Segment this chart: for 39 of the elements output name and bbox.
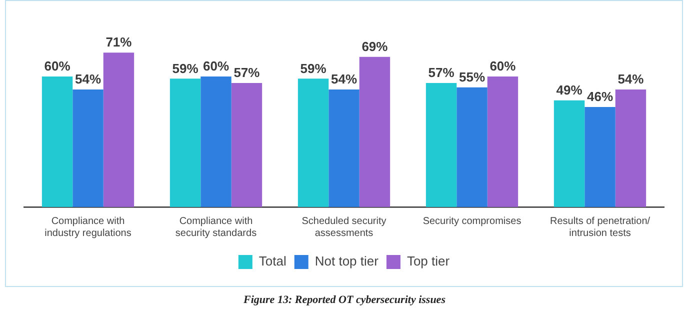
data-label: 54% xyxy=(74,72,102,87)
bar xyxy=(328,90,360,207)
data-label: 59% xyxy=(172,60,199,76)
x-tick-label: Compliance with industry regulations xyxy=(44,216,132,239)
data-label: 60% xyxy=(490,58,516,74)
bar xyxy=(298,78,329,207)
bar xyxy=(42,76,73,207)
data-label: 54% xyxy=(618,72,644,87)
data-label: 46% xyxy=(586,89,614,104)
bar xyxy=(359,56,390,207)
data-label: 69% xyxy=(362,39,388,54)
bar xyxy=(584,106,616,207)
data-label: 57% xyxy=(428,65,455,80)
bar xyxy=(103,52,134,207)
bar xyxy=(487,76,518,207)
data-label: 55% xyxy=(458,69,486,84)
bar xyxy=(200,76,232,207)
bar xyxy=(426,83,457,207)
legend-label: Total xyxy=(258,254,286,269)
x-tick-label: Compliance with security standards xyxy=(175,216,257,239)
data-label: 60% xyxy=(202,58,230,74)
bar xyxy=(170,78,201,207)
data-label: 54% xyxy=(330,72,358,87)
text: Figure 13: Reported OT cybersecurity issues xyxy=(242,294,446,306)
data-label: 57% xyxy=(234,65,260,80)
bar xyxy=(231,83,262,207)
bar xyxy=(72,90,104,207)
legend-label: Top tier xyxy=(406,254,450,269)
bar xyxy=(456,87,488,207)
data-label: 49% xyxy=(556,82,583,98)
x-tick-label: Results of penetration/ intrusion tests xyxy=(550,216,650,239)
bar xyxy=(615,90,646,207)
bar xyxy=(554,100,585,207)
data-label: 59% xyxy=(300,60,327,76)
legend-label: Not top tier xyxy=(314,254,380,269)
x-tick-label: Scheduled security assessments xyxy=(302,216,386,239)
data-label: 60% xyxy=(44,58,71,74)
data-label: 71% xyxy=(106,34,132,50)
x-tick-label: Security compromises xyxy=(422,216,522,227)
